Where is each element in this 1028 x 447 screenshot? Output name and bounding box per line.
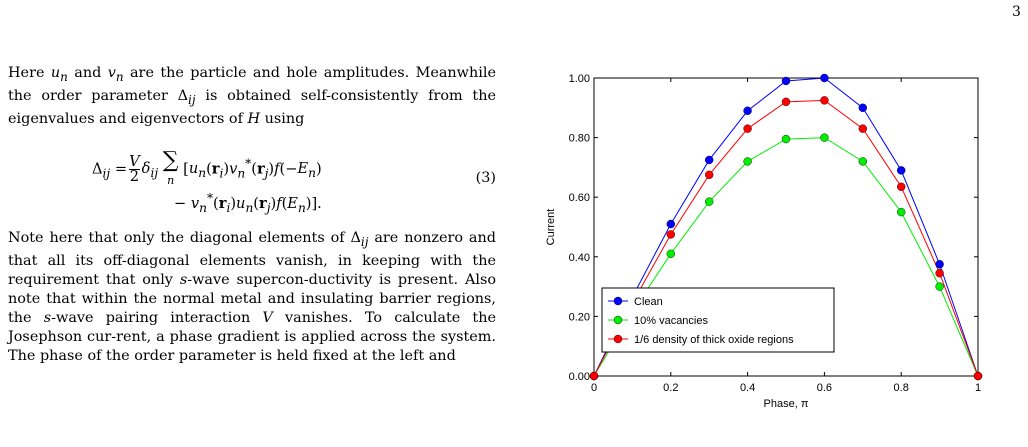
y-tick-label: 1.00: [569, 73, 590, 85]
legend-box: [601, 287, 835, 353]
equation-line-1: Δij = V 2 δij ∑ n [un(ri)vn*(rj)f(−En): [92, 147, 322, 187]
data-point-1: [820, 133, 829, 142]
data-point-2: [897, 182, 906, 191]
data-point-1: [935, 282, 944, 291]
legend-marker: [613, 315, 623, 325]
y-axis-label: Current: [545, 209, 557, 246]
data-point-2: [743, 124, 752, 133]
legend-marker: [613, 334, 623, 344]
data-point-2: [666, 230, 676, 239]
data-point-2: [781, 97, 791, 107]
data-point-1: [897, 207, 906, 217]
paragraph-2: Note here that only the diagonal element…: [8, 229, 496, 364]
data-point-0: [704, 155, 714, 165]
equation-3: Δij = V 2 δij ∑ n [un(ri)vn*(rj)f(−En) − vn*…: [8, 135, 496, 221]
data-point-0: [820, 73, 829, 83]
data-point-2: [820, 96, 829, 105]
page-number: 3: [1012, 4, 1021, 20]
data-point-2: [589, 371, 599, 381]
data-point-0: [666, 219, 676, 229]
data-point-1: [704, 197, 714, 206]
equation-line-2: − vn*(ri)un(rj)f(En)].: [174, 190, 322, 215]
data-point-0: [858, 103, 867, 112]
legend-label: 1/6 density of thick oxide regions: [634, 334, 794, 346]
x-tick-label: 1: [975, 382, 981, 394]
data-point-1: [781, 134, 791, 144]
data-point-2: [973, 371, 983, 381]
legend-marker: [613, 296, 623, 306]
legend-label: Clean: [634, 296, 663, 308]
data-point-1: [743, 157, 752, 166]
x-tick-label: 0: [591, 382, 597, 394]
data-point-0: [781, 76, 791, 86]
data-point-2: [935, 268, 944, 278]
y-tick-label: 0.80: [569, 133, 590, 145]
y-tick-label: 0.00: [569, 371, 590, 383]
data-point-1: [858, 157, 867, 166]
data-point-2: [704, 170, 714, 180]
data-point-2: [858, 124, 867, 133]
x-axis-label: Phase, π: [764, 398, 809, 410]
data-point-1: [666, 249, 676, 259]
x-tick-label: 0.2: [663, 382, 678, 394]
josephson-current-chart: 0 0.2 0.4 0.6 0.8 1 0.00 0.20 0.40 0.60 0.80 1.00 Ph…: [545, 73, 983, 410]
data-point-0: [743, 106, 752, 115]
x-tick-label: 0.6: [817, 382, 832, 394]
data-point-0: [935, 260, 944, 269]
x-tick-label: 0.8: [894, 382, 909, 394]
equation-number: (3): [475, 169, 496, 186]
y-tick-label: 0.20: [569, 311, 590, 323]
y-tick-label: 0.40: [569, 252, 590, 264]
y-tick-label: 0.60: [569, 192, 590, 204]
paragraph-1: Here un and vn are the particle and hole…: [8, 65, 496, 127]
data-point-0: [897, 166, 906, 175]
text-column: Here un and vn are the particle and hole…: [8, 64, 496, 366]
x-tick-label: 0.4: [740, 382, 755, 394]
legend-label: 10% vacancies: [634, 315, 708, 327]
